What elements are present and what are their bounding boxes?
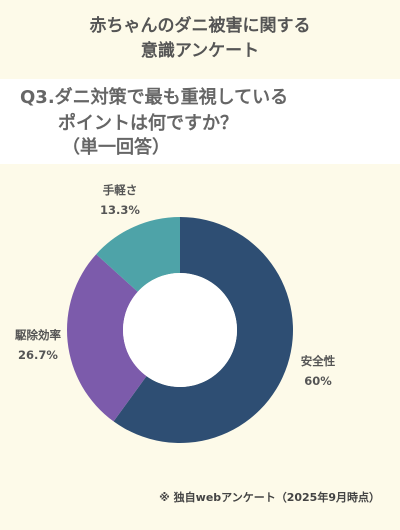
footnote: ※ 独自webアンケート（2025年9月時点） [159,491,380,504]
slice-0 [113,217,294,444]
slice-2 [96,217,180,292]
slice-1 [67,254,147,422]
question-line-1: Q3.ダニ対策で最も重視している [20,87,289,108]
question-panel [0,79,400,164]
slice-label-1: 駆除効率 [15,328,61,342]
question-line-3: （単一回答） [62,137,170,158]
question-line-2: ポイントは何ですか？ [58,113,238,134]
survey-title-line-1: 赤ちゃんのダニ被害に関する [89,16,311,36]
survey-title-line-2: 意識アンケート [140,41,260,61]
slice-value-label-0: 60% [304,374,332,388]
slice-value-label-2: 13.3% [100,203,140,217]
slice-label-0: 安全性 [301,354,336,368]
slice-value-label-1: 26.7% [18,348,58,362]
donut-hole [123,273,237,387]
survey-title: 赤ちゃんのダニ被害に関する 意識アンケート [0,14,400,64]
slice-label-2: 手軽さ [103,183,138,197]
